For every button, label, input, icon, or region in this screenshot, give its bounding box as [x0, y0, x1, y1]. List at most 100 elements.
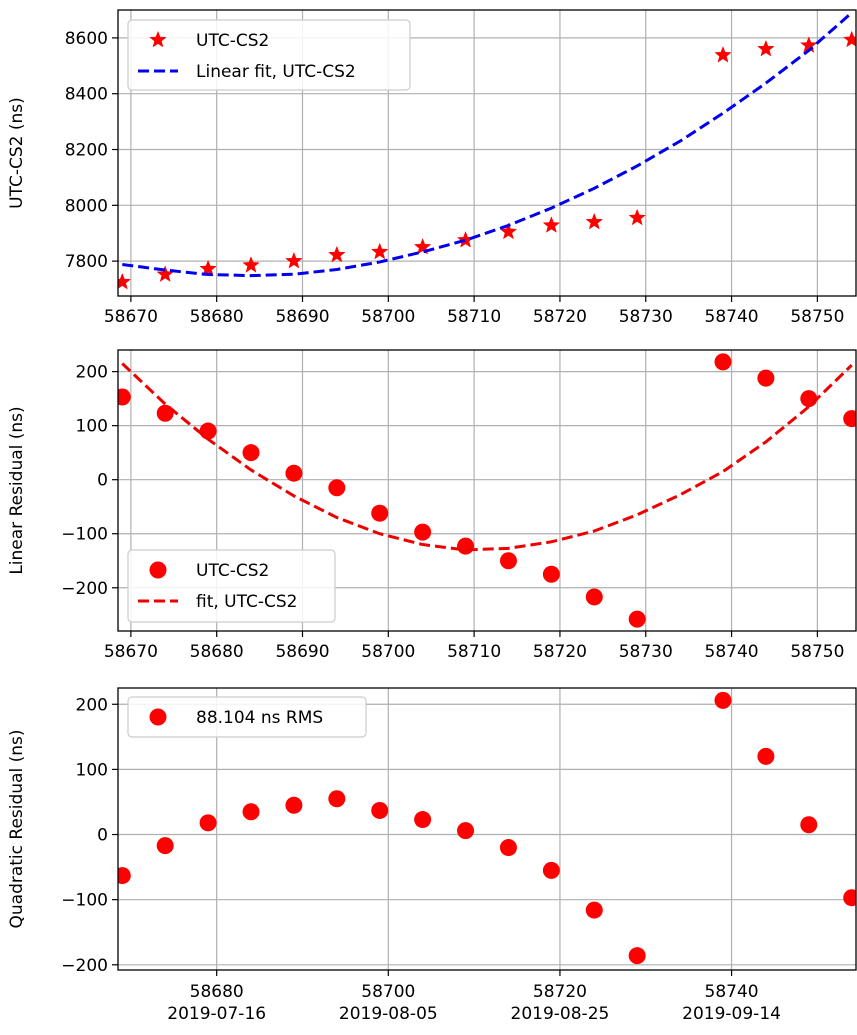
y-tick-label: 100 [76, 417, 108, 437]
x-tick-label: 58690 [275, 307, 329, 327]
data-point [114, 274, 130, 289]
data-point [629, 947, 646, 964]
x-tick-label: 2019-09-14 [682, 1004, 781, 1024]
y-tick-label: 8600 [65, 29, 108, 49]
data-point [414, 811, 431, 828]
y-tick-label: −200 [61, 956, 108, 976]
panel-3: 586802019-07-16587002019-08-05587202019-… [7, 688, 857, 1024]
panel-2: 58670 58680 58690 58700 58710 58720 58730 58740… [7, 350, 857, 662]
x-tick-label: 58750 [790, 642, 844, 662]
data-point [114, 867, 131, 884]
fit-line [122, 364, 851, 550]
y-tick-label: 200 [76, 695, 108, 715]
data-point [843, 889, 857, 906]
x-tick-label: 58670 [104, 642, 158, 662]
data-point [286, 253, 302, 268]
data-point [328, 790, 345, 807]
data-point [200, 814, 217, 831]
data-point [500, 839, 517, 856]
y-tick-label: 8400 [65, 85, 108, 105]
data-point [800, 390, 817, 407]
data-point [714, 353, 731, 370]
data-point [371, 802, 388, 819]
y-tick-label: 100 [76, 760, 108, 780]
data-point [372, 243, 388, 258]
data-point [328, 479, 345, 496]
y-tick-label: −100 [61, 525, 108, 545]
x-tick-label: 58740 [705, 307, 759, 327]
x-tick-label: 58680 [190, 982, 244, 1002]
y-tick-label: 0 [97, 826, 108, 846]
data-point [114, 389, 131, 406]
legend-label: UTC-CS2 [196, 561, 269, 581]
y-axis-label: UTC-CS2 (ns) [7, 97, 27, 209]
data-point [629, 611, 646, 628]
x-tick-label: 58690 [275, 642, 329, 662]
x-tick-label: 58720 [533, 982, 587, 1002]
x-tick-label: 58680 [190, 307, 244, 327]
x-tick-label: 58710 [447, 642, 501, 662]
x-tick-label: 58670 [104, 307, 158, 327]
legend-label: fit, UTC-CS2 [196, 592, 298, 612]
data-point [715, 47, 731, 62]
data-point [243, 803, 260, 820]
data-point [243, 444, 260, 461]
data-point [414, 524, 431, 541]
data-point [500, 552, 517, 569]
y-tick-label: −200 [61, 579, 108, 599]
x-tick-label: 58730 [619, 642, 673, 662]
x-tick-label: 58730 [619, 307, 673, 327]
y-tick-label: 200 [76, 363, 108, 383]
data-point [200, 423, 217, 440]
data-point [586, 214, 602, 229]
x-tick-label: 58750 [790, 307, 844, 327]
x-tick-label: 58700 [361, 307, 415, 327]
data-point [543, 566, 560, 583]
data-point [629, 209, 645, 224]
legend-circle-swatch [150, 562, 167, 579]
data-point [457, 538, 474, 555]
y-tick-label: 8000 [65, 196, 108, 216]
data-point [285, 797, 302, 814]
y-axis-label: Linear Residual (ns) [7, 406, 27, 574]
data-point [757, 748, 774, 765]
x-tick-label: 58720 [533, 642, 587, 662]
y-tick-label: −100 [61, 891, 108, 911]
data-point [457, 822, 474, 839]
y-tick-label: 0 [97, 471, 108, 491]
x-tick-label: 2019-07-16 [167, 1004, 266, 1024]
data-point [714, 692, 731, 709]
legend-label: UTC-CS2 [196, 31, 269, 51]
y-axis-label: Quadratic Residual (ns) [7, 729, 27, 928]
data-point [757, 370, 774, 387]
x-tick-label: 58680 [190, 642, 244, 662]
y-tick-label: 8200 [65, 141, 108, 161]
panel-1: 58670 58680 58690 58700 58710 58720 58730 58740… [7, 10, 857, 327]
data-point [543, 217, 559, 232]
data-point [543, 862, 560, 879]
x-tick-label: 58710 [447, 307, 501, 327]
legend-label: Linear fit, UTC-CS2 [196, 62, 356, 82]
data-point [243, 257, 259, 272]
x-tick-label: 58740 [705, 642, 759, 662]
data-point [329, 246, 345, 261]
legend-label: 88.104 ns RMS [196, 708, 323, 728]
x-tick-label: 2019-08-05 [339, 1004, 438, 1024]
legend: 88.104 ns RMS [128, 697, 366, 737]
data-point [285, 465, 302, 482]
data-point [586, 588, 603, 605]
x-tick-label: 58700 [361, 982, 415, 1002]
x-tick-label: 2019-08-25 [511, 1004, 610, 1024]
data-point [800, 816, 817, 833]
data-point [586, 902, 603, 919]
legend: UTC-CS2 fit, UTC-CS2 [128, 550, 335, 622]
legend: UTC-CS2 Linear fit, UTC-CS2 [128, 20, 410, 90]
data-point [758, 41, 774, 56]
x-tick-label: 58720 [533, 307, 587, 327]
x-tick-label: 58740 [705, 982, 759, 1002]
data-point [843, 410, 857, 427]
x-tick-label: 58700 [361, 642, 415, 662]
y-tick-label: 7800 [65, 252, 108, 272]
data-point [371, 505, 388, 522]
